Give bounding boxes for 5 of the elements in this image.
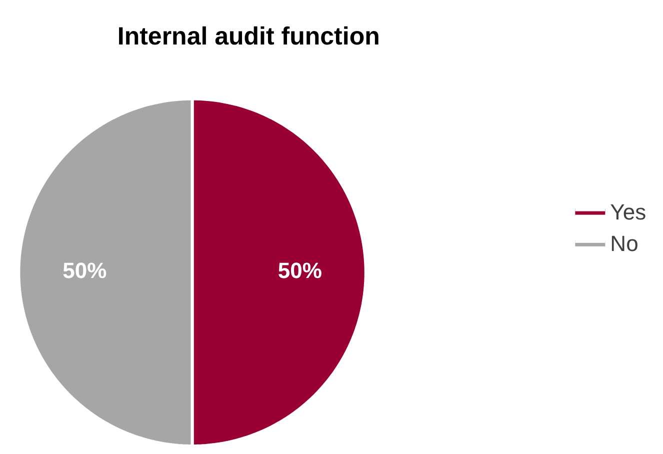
legend-label: No xyxy=(610,230,638,256)
legend-label: Yes xyxy=(610,199,646,224)
data-label: 50% xyxy=(62,258,107,283)
chart-title: Internal audit function xyxy=(117,22,380,51)
data-label: 50% xyxy=(278,258,322,283)
